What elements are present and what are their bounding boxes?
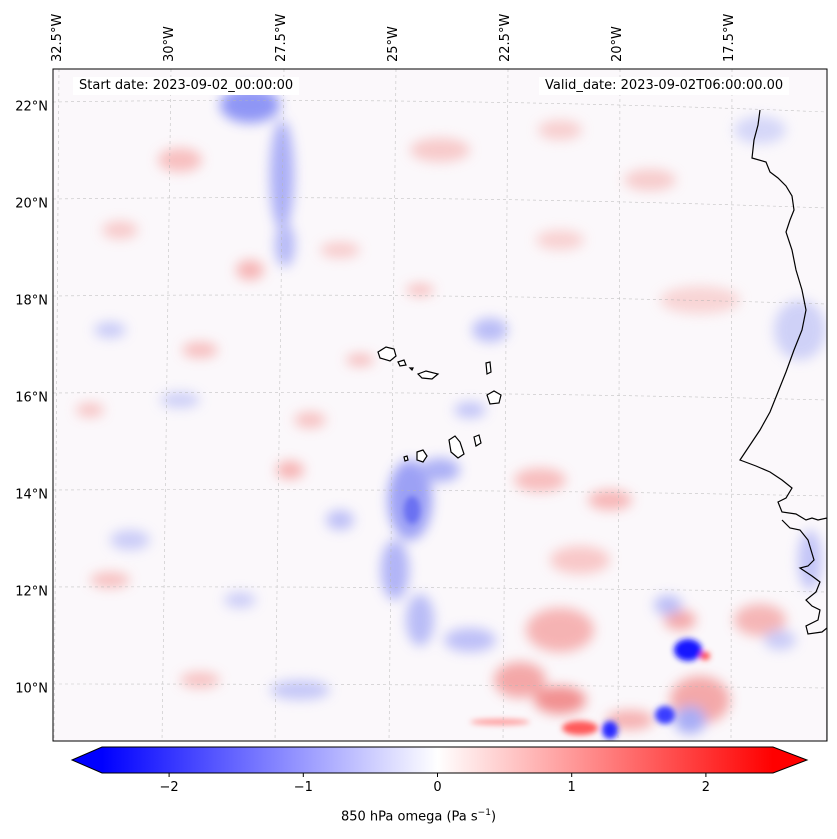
omega-map-panel xyxy=(52,68,828,742)
latitude-label: 20°N xyxy=(15,196,48,212)
longitude-label: 17.5°W xyxy=(722,13,737,62)
latitude-label: 12°N xyxy=(15,584,48,600)
map-gridlines xyxy=(53,69,827,741)
colorbar-title-end: ) xyxy=(490,809,497,825)
omega-field-extremes xyxy=(404,496,710,739)
island-brava xyxy=(403,455,409,462)
colorbar-title: 850 hPa omega (Pa s−1) xyxy=(0,808,837,824)
island-sao-nicolau xyxy=(416,370,440,380)
latitude-label: 18°N xyxy=(15,293,48,309)
colorbar-outline xyxy=(70,746,809,774)
start-date-label: Start date: 2023-09-02_00:00:00 xyxy=(73,77,300,95)
latitude-label: 10°N xyxy=(15,681,48,697)
longitude-label: 27.5°W xyxy=(274,13,289,62)
colorbar-tick-label: −1 xyxy=(293,780,313,795)
island-santiago xyxy=(448,435,465,459)
colorbar-extend-min xyxy=(72,747,102,773)
island-boa-vista xyxy=(486,390,502,405)
colorbar-title-exponent: −1 xyxy=(477,808,491,818)
colorbar-tick-label: −2 xyxy=(159,780,179,795)
island-sao-vicente xyxy=(397,359,407,367)
island-santa-luzia xyxy=(408,367,414,372)
gambia-coast xyxy=(781,519,827,635)
longitude-label: 32.5°W xyxy=(50,13,65,62)
longitude-label: 25°W xyxy=(386,26,401,62)
longitude-label: 22.5°W xyxy=(498,13,513,62)
valid-date-label: Valid_date: 2023-09-02T06:00:00.00 xyxy=(539,77,790,95)
cape-verde-islands xyxy=(377,346,502,463)
colorbar xyxy=(70,746,809,777)
latitude-label: 22°N xyxy=(15,99,48,115)
island-maio xyxy=(473,434,482,447)
map-frame xyxy=(52,68,828,742)
island-santo-antao xyxy=(377,346,397,362)
colorbar-gradient xyxy=(102,747,773,773)
colorbar-title-main: 850 hPa omega (Pa s xyxy=(340,809,478,825)
island-fogo xyxy=(416,449,428,463)
longitude-label: 20°W xyxy=(610,26,625,62)
latitude-label: 16°N xyxy=(15,390,48,406)
island-sal xyxy=(485,361,492,375)
omega-field xyxy=(76,87,826,734)
colorbar-tick-label: 1 xyxy=(567,780,576,795)
latitude-label: 14°N xyxy=(15,487,48,503)
longitude-label: 30°W xyxy=(162,26,177,62)
colorbar-tick-label: 2 xyxy=(701,780,711,795)
colorbar-extend-max xyxy=(773,747,807,773)
africa-coastline xyxy=(739,109,827,741)
colorbar-tick-label: 0 xyxy=(433,780,442,795)
